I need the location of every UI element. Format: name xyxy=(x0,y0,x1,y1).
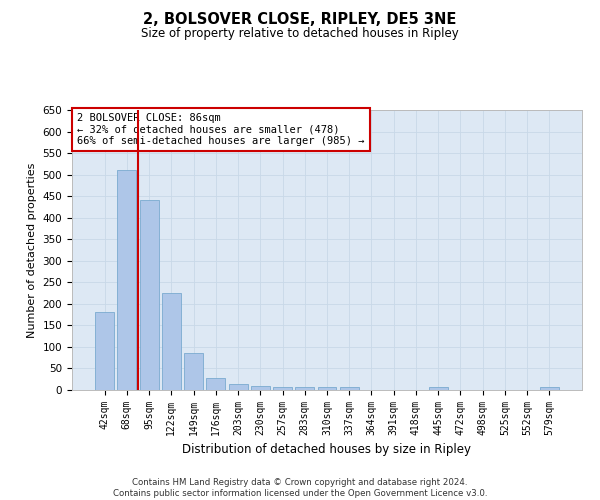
Bar xyxy=(206,378,225,390)
Bar xyxy=(295,387,314,390)
X-axis label: Distribution of detached houses by size in Ripley: Distribution of detached houses by size … xyxy=(182,444,472,456)
Bar xyxy=(429,388,448,390)
Text: 2 BOLSOVER CLOSE: 86sqm
← 32% of detached houses are smaller (478)
66% of semi-d: 2 BOLSOVER CLOSE: 86sqm ← 32% of detache… xyxy=(77,113,365,146)
Bar xyxy=(118,170,136,390)
Bar xyxy=(251,386,270,390)
Bar xyxy=(95,312,114,390)
Bar xyxy=(184,354,203,390)
Text: Size of property relative to detached houses in Ripley: Size of property relative to detached ho… xyxy=(141,28,459,40)
Y-axis label: Number of detached properties: Number of detached properties xyxy=(27,162,37,338)
Bar xyxy=(540,388,559,390)
Bar xyxy=(140,200,158,390)
Bar xyxy=(317,387,337,390)
Text: Contains HM Land Registry data © Crown copyright and database right 2024.
Contai: Contains HM Land Registry data © Crown c… xyxy=(113,478,487,498)
Bar xyxy=(229,384,248,390)
Bar xyxy=(162,293,181,390)
Bar xyxy=(273,387,292,390)
Bar xyxy=(340,387,359,390)
Text: 2, BOLSOVER CLOSE, RIPLEY, DE5 3NE: 2, BOLSOVER CLOSE, RIPLEY, DE5 3NE xyxy=(143,12,457,28)
